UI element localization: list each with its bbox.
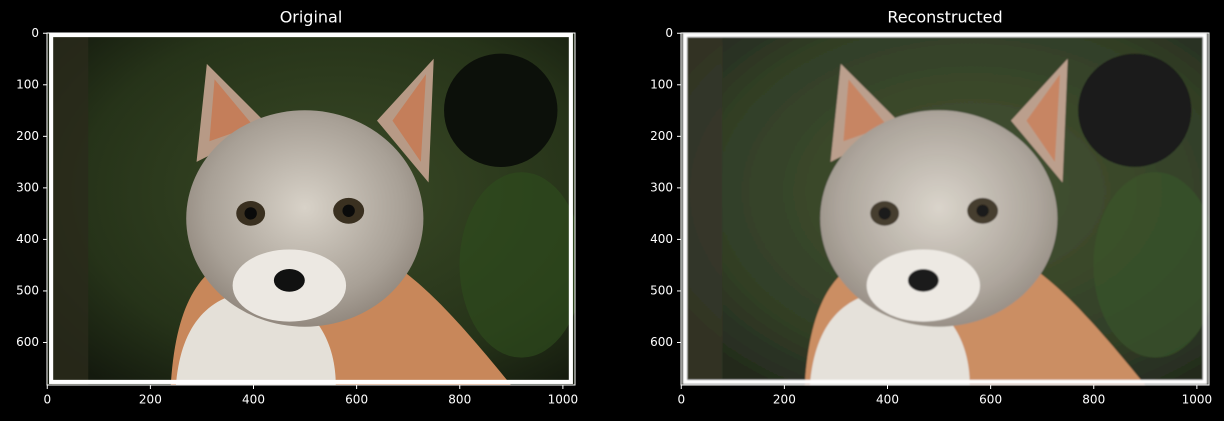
y-tick-label: 500 [650, 283, 673, 297]
image [47, 33, 583, 385]
x-tick-label: 0 [677, 393, 685, 407]
x-tick-label: 600 [345, 393, 368, 407]
x-tick-label: 1000 [1182, 393, 1213, 407]
image-haze [681, 33, 1209, 385]
chart-title: Original [280, 8, 343, 27]
x-tick-label: 1000 [548, 393, 579, 407]
x-tick-label: 200 [773, 393, 796, 407]
y-tick-label: 300 [16, 180, 39, 194]
y-tick-label: 600 [650, 335, 673, 349]
y-tick-label: 300 [650, 180, 673, 194]
y-tick-label: 600 [16, 335, 39, 349]
x-tick-label: 800 [448, 393, 471, 407]
x-tick-label: 600 [979, 393, 1002, 407]
x-tick-label: 0 [43, 393, 51, 407]
y-tick-label: 100 [650, 77, 673, 91]
y-tick-label: 200 [650, 129, 673, 143]
axes-spine [46, 32, 576, 386]
x-tick-label: 200 [139, 393, 162, 407]
y-tick-label: 0 [31, 26, 39, 40]
y-tick-label: 400 [650, 232, 673, 246]
y-tick-label: 500 [16, 283, 39, 297]
x-tick-label: 400 [876, 393, 899, 407]
y-tick-label: 0 [665, 26, 673, 40]
y-tick-label: 100 [16, 77, 39, 91]
chart-title: Reconstructed [887, 8, 1002, 27]
axes-spine [680, 32, 1210, 386]
x-tick-label: 800 [1082, 393, 1105, 407]
x-tick-label: 400 [242, 393, 265, 407]
y-tick-label: 200 [16, 129, 39, 143]
y-tick-label: 400 [16, 232, 39, 246]
